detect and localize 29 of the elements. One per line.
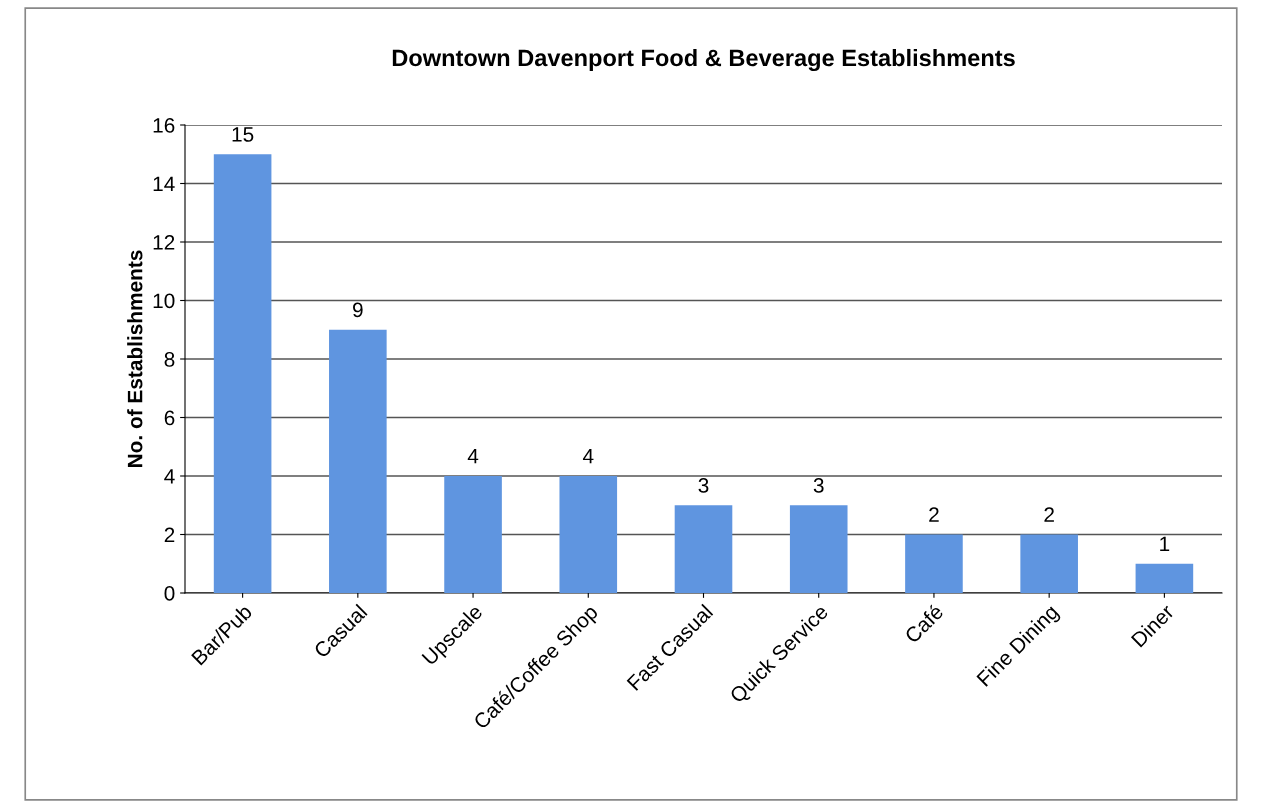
y-tick-label: 12 [153, 235, 175, 250]
bar [674, 505, 733, 593]
bar [1020, 534, 1078, 593]
y-tick-label: 4 [164, 469, 175, 484]
bar [444, 476, 502, 593]
y-tick-label: 16 [153, 118, 175, 133]
data-label: 15 [232, 127, 254, 142]
bar [559, 476, 618, 593]
chart-title: Downtown Davenport Food & Beverage Establishments [392, 48, 1015, 72]
data-label: 9 [353, 302, 363, 318]
bar [789, 505, 848, 593]
data-label: 3 [813, 478, 824, 493]
data-label: 4 [582, 449, 594, 464]
y-tick-label: 0 [164, 586, 175, 601]
data-label: 2 [929, 507, 939, 522]
y-tick-label: 14 [153, 176, 175, 192]
data-label: 1 [1160, 536, 1170, 552]
bar [329, 329, 387, 593]
y-tick-label: 6 [164, 410, 175, 426]
bar [905, 534, 963, 593]
bar [1135, 563, 1194, 593]
y-tick-label: 8 [164, 352, 175, 367]
y-tick-label: 10 [153, 293, 175, 309]
bar [213, 154, 272, 593]
data-label: 2 [1044, 507, 1054, 522]
y-tick-label: 2 [164, 527, 175, 543]
data-label: 3 [698, 478, 709, 493]
data-label: 4 [467, 449, 479, 464]
y-axis-title: No. of Establishments [127, 250, 143, 467]
